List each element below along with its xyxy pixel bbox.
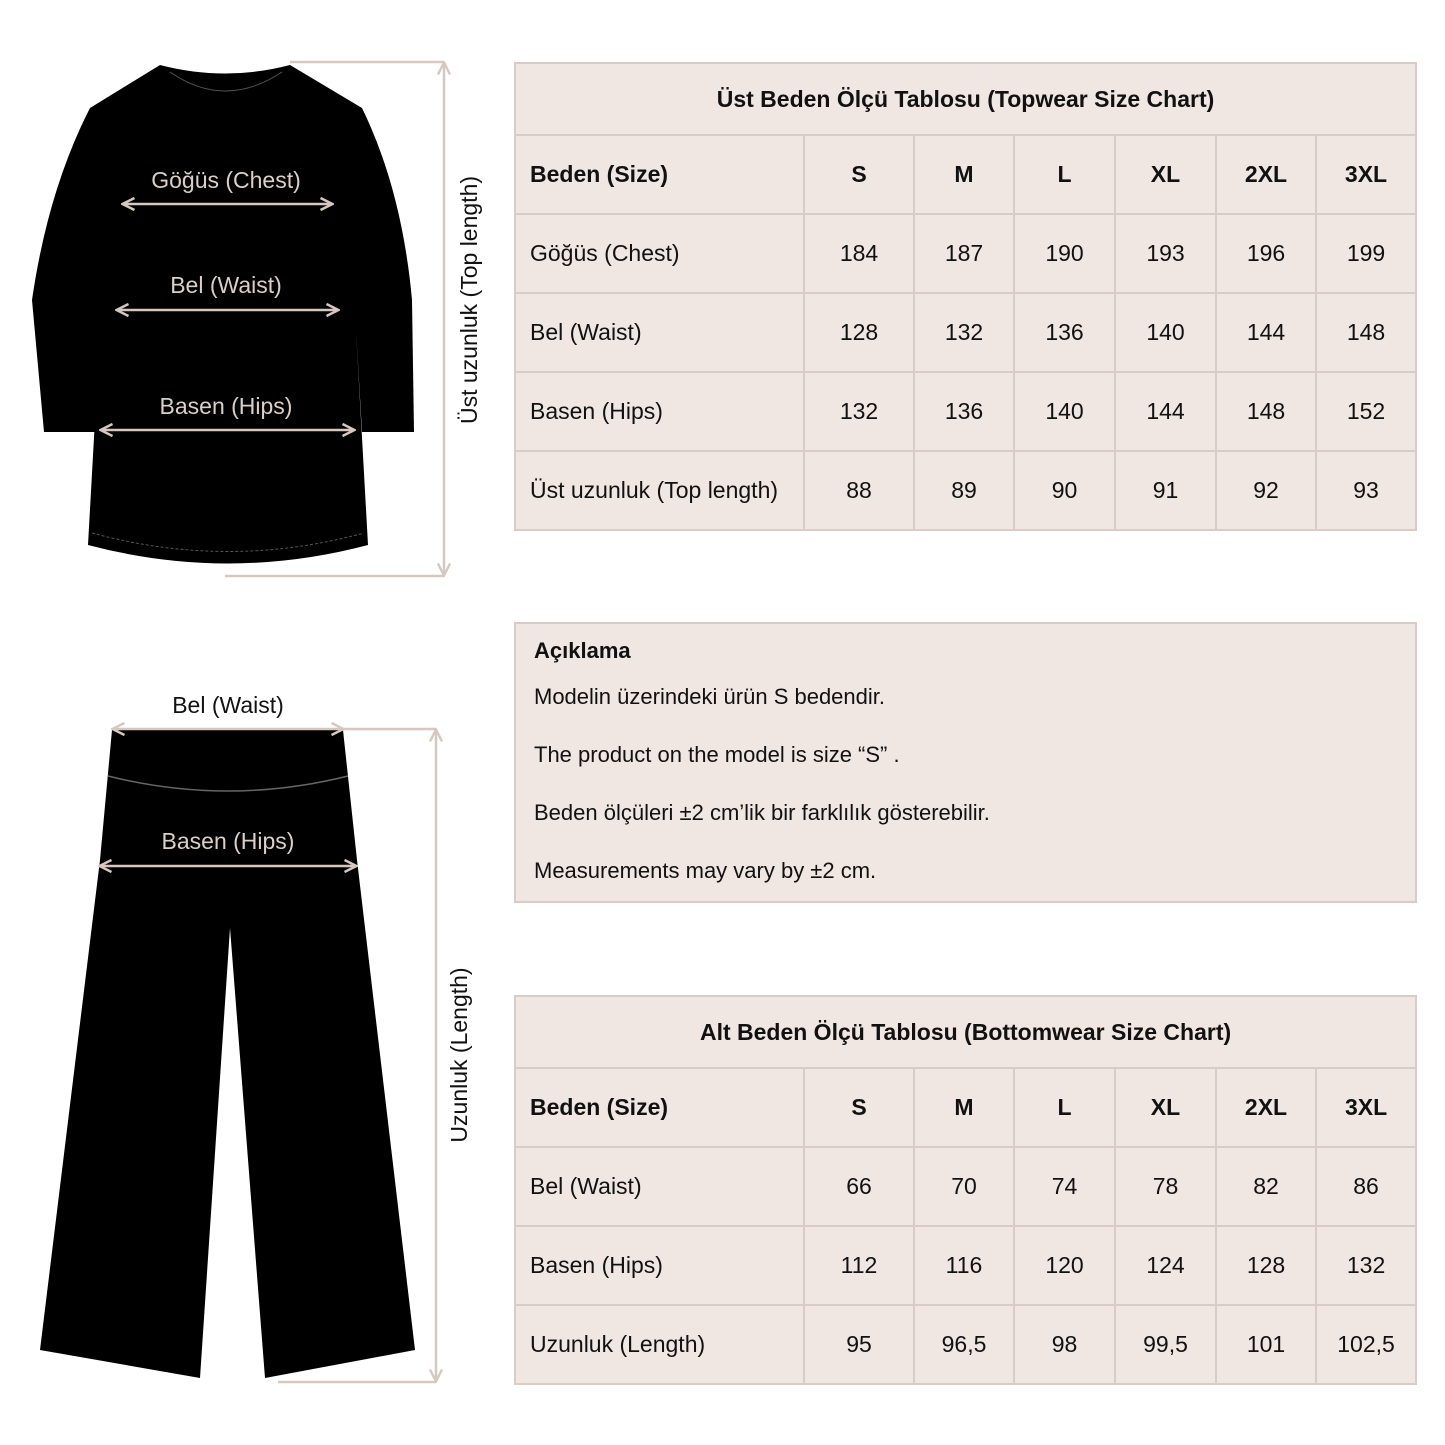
value-cell: 96,5: [913, 1304, 1015, 1385]
description-line: Modelin üzerindeki ürün S bedendir.: [534, 684, 886, 709]
header-cell: L: [1013, 1067, 1116, 1148]
header-cell: Beden (Size): [514, 134, 805, 215]
table-row: Basen (Hips) 132 136 140 144 148 152: [514, 371, 1418, 452]
value-cell: 140: [1114, 292, 1217, 373]
value-cell: 90: [1013, 450, 1116, 531]
value-cell: 70: [913, 1146, 1015, 1227]
header-cell: XL: [1114, 1067, 1217, 1148]
row-label-cell: Bel (Waist): [514, 292, 805, 373]
value-cell: 193: [1114, 213, 1217, 294]
value-cell: 148: [1314, 292, 1418, 373]
value-cell: 132: [1314, 1225, 1418, 1306]
row-label-cell: Bel (Waist): [514, 1146, 805, 1227]
value-cell: 128: [803, 292, 915, 373]
value-cell: 88: [803, 450, 915, 531]
value-cell: 136: [913, 371, 1015, 452]
table-row: Bel (Waist) 66 70 74 78 82 86: [514, 1146, 1418, 1227]
value-cell: 89: [913, 450, 1015, 531]
description-box: Açıklama Modelin üzerindeki ürün S beden…: [514, 622, 1417, 903]
value-cell: 116: [913, 1225, 1015, 1306]
top-waist-label: Bel (Waist): [170, 272, 282, 298]
table-header-row: Beden (Size) S M L XL 2XL 3XL: [514, 1067, 1418, 1148]
value-cell: 128: [1215, 1225, 1317, 1306]
top-length-label: Üst uzunluk (Top length): [456, 176, 482, 424]
value-cell: 144: [1215, 292, 1317, 373]
pants-length-label: Uzunluk (Length): [446, 967, 472, 1142]
row-label-cell: Üst uzunluk (Top length): [514, 450, 805, 531]
pants-hips-label: Basen (Hips): [162, 828, 295, 854]
value-cell: 132: [803, 371, 915, 452]
description-line: The product on the model is size “S” .: [534, 742, 900, 767]
value-cell: 187: [913, 213, 1015, 294]
value-cell: 190: [1013, 213, 1116, 294]
header-cell: L: [1013, 134, 1116, 215]
value-cell: 92: [1215, 450, 1317, 531]
header-cell: S: [803, 1067, 915, 1148]
value-cell: 132: [913, 292, 1015, 373]
header-cell: Beden (Size): [514, 1067, 805, 1148]
value-cell: 82: [1215, 1146, 1317, 1227]
row-label-cell: Göğüs (Chest): [514, 213, 805, 294]
pants-waist-label: Bel (Waist): [172, 692, 284, 718]
header-cell: 3XL: [1314, 134, 1418, 215]
table-header-row: Beden (Size) S M L XL 2XL 3XL: [514, 134, 1418, 215]
value-cell: 120: [1013, 1225, 1116, 1306]
table-row: Uzunluk (Length) 95 96,5 98 99,5 101 102,5: [514, 1304, 1418, 1385]
header-cell: S: [803, 134, 915, 215]
value-cell: 144: [1114, 371, 1217, 452]
value-cell: 78: [1114, 1146, 1217, 1227]
table-row: Bel (Waist) 128 132 136 140 144 148: [514, 292, 1418, 373]
top-chest-label: Göğüs (Chest): [151, 167, 301, 193]
top-hips-label: Basen (Hips): [160, 393, 293, 419]
value-cell: 124: [1114, 1225, 1217, 1306]
value-cell: 86: [1314, 1146, 1418, 1227]
value-cell: 136: [1013, 292, 1116, 373]
value-cell: 101: [1215, 1304, 1317, 1385]
value-cell: 112: [803, 1225, 915, 1306]
value-cell: 93: [1314, 450, 1418, 531]
table-row: Üst uzunluk (Top length) 88 89 90 91 92 93: [514, 450, 1418, 531]
header-cell: XL: [1114, 134, 1217, 215]
value-cell: 140: [1013, 371, 1116, 452]
table-title: Üst Beden Ölçü Tablosu (Topwear Size Cha…: [513, 62, 1418, 136]
value-cell: 184: [803, 213, 915, 294]
bottom-garment-illustration: Bel (Waist) Basen (Hips) Uzunluk (Length…: [40, 692, 472, 1384]
value-cell: 152: [1314, 371, 1418, 452]
table-title: Alt Beden Ölçü Tablosu (Bottomwear Size …: [513, 995, 1418, 1069]
row-label-cell: Uzunluk (Length): [514, 1304, 805, 1385]
description-line: Measurements may vary by ±2 cm.: [534, 858, 877, 883]
row-label-cell: Basen (Hips): [514, 371, 805, 452]
description-heading: Açıklama: [534, 638, 631, 663]
header-cell: 2XL: [1215, 1067, 1317, 1148]
header-cell: 3XL: [1314, 1067, 1418, 1148]
value-cell: 199: [1314, 213, 1418, 294]
value-cell: 66: [803, 1146, 915, 1227]
value-cell: 98: [1013, 1304, 1116, 1385]
value-cell: 148: [1215, 371, 1317, 452]
value-cell: 95: [803, 1304, 915, 1385]
top-garment-illustration: Göğüs (Chest) Bel (Waist) Basen (Hips) Ü…: [32, 60, 482, 578]
header-cell: M: [913, 1067, 1015, 1148]
bottomwear-size-table: Alt Beden Ölçü Tablosu (Bottomwear Size …: [513, 995, 1418, 1385]
value-cell: 196: [1215, 213, 1317, 294]
table-row: Göğüs (Chest) 184 187 190 193 196 199: [514, 213, 1418, 294]
value-cell: 99,5: [1114, 1304, 1217, 1385]
row-label-cell: Basen (Hips): [514, 1225, 805, 1306]
header-cell: 2XL: [1215, 134, 1317, 215]
value-cell: 74: [1013, 1146, 1116, 1227]
description-line: Beden ölçüleri ±2 cm’lik bir farklılık g…: [534, 800, 990, 825]
table-row: Basen (Hips) 112 116 120 124 128 132: [514, 1225, 1418, 1306]
header-cell: M: [913, 134, 1015, 215]
value-cell: 91: [1114, 450, 1217, 531]
topwear-size-table: Üst Beden Ölçü Tablosu (Topwear Size Cha…: [513, 62, 1418, 531]
value-cell: 102,5: [1314, 1304, 1418, 1385]
